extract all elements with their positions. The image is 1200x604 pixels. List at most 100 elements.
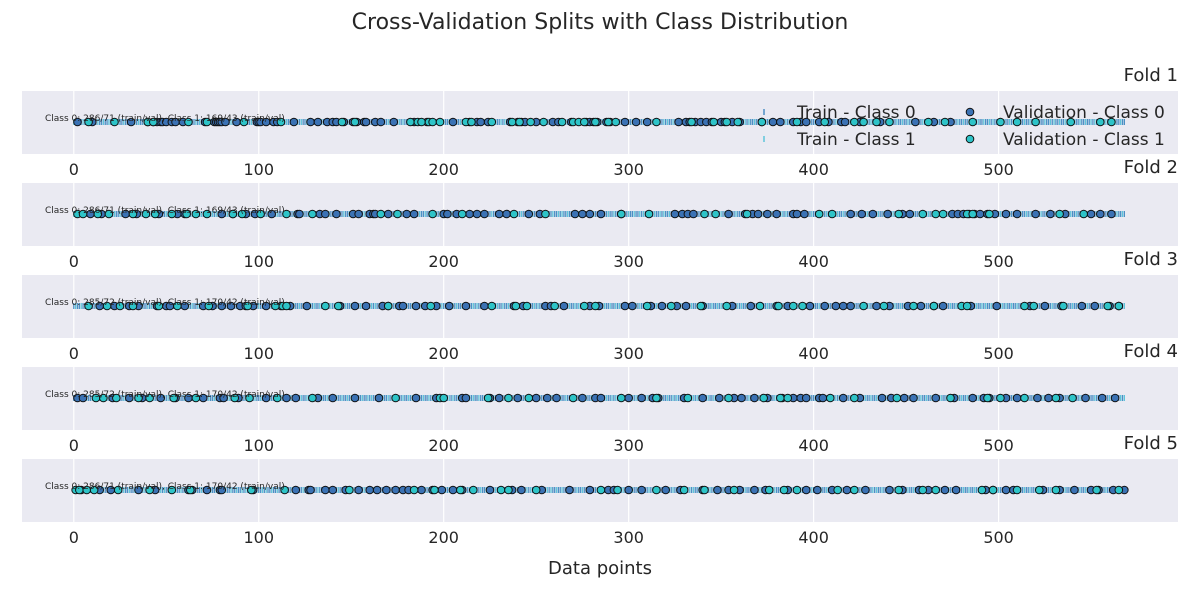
validation-class-1-point bbox=[428, 209, 437, 219]
validation-class-1-point bbox=[591, 301, 600, 311]
validation-class-1-point bbox=[918, 209, 928, 219]
validation-class-1-point bbox=[894, 209, 904, 219]
validation-class-1-point bbox=[783, 393, 793, 403]
validation-class-1-point bbox=[141, 209, 151, 219]
validation-class-1-point bbox=[112, 393, 121, 403]
validation-class-1-point bbox=[850, 393, 859, 403]
validation-class-0-point bbox=[361, 301, 371, 311]
validation-class-1-point bbox=[962, 301, 972, 311]
validation-class-1-point bbox=[613, 485, 622, 495]
validation-class-1-point bbox=[84, 117, 93, 127]
validation-class-0-point bbox=[596, 393, 606, 403]
legend-label: Validation - Class 1 bbox=[1003, 130, 1165, 150]
validation-class-0-point bbox=[302, 301, 312, 311]
validation-class-1-point bbox=[1059, 301, 1068, 311]
validation-class-0-point bbox=[846, 301, 855, 311]
validation-class-0-point bbox=[620, 117, 630, 127]
x-tick-label: 400 bbox=[798, 160, 829, 179]
validation-class-0-point bbox=[713, 485, 722, 495]
validation-class-1-point bbox=[531, 485, 541, 495]
validation-class-1-point bbox=[1107, 117, 1116, 127]
validation-class-0-point bbox=[289, 117, 299, 127]
validation-class-0-point bbox=[372, 485, 382, 495]
validation-class-1-point bbox=[383, 301, 393, 311]
x-tick-label: 200 bbox=[428, 252, 459, 271]
validation-class-1-point bbox=[376, 209, 386, 219]
validation-class-1-point bbox=[202, 209, 212, 219]
fold-annotation: Class 0: 285/72 (train/val), Class 1: 17… bbox=[45, 390, 285, 400]
validation-class-1-point bbox=[1012, 117, 1022, 127]
validation-class-0-point bbox=[992, 301, 1002, 311]
x-tick-label: 300 bbox=[613, 252, 644, 271]
validation-class-0-point bbox=[840, 117, 850, 127]
validation-class-1-point bbox=[1012, 485, 1022, 495]
validation-class-0-point bbox=[531, 393, 541, 403]
x-tick-label: 0 bbox=[69, 344, 79, 363]
validation-class-0-point bbox=[494, 209, 504, 219]
validation-class-1-point bbox=[524, 393, 534, 403]
validation-class-1-point bbox=[1114, 485, 1124, 495]
validation-class-0-point bbox=[332, 209, 341, 219]
fold-panel: Class 0: 286/71 (train/val), Class 1: 17… bbox=[22, 433, 1178, 547]
validation-class-0-point bbox=[1107, 209, 1116, 219]
validation-class-0-point bbox=[261, 301, 271, 311]
validation-class-0-point bbox=[938, 301, 948, 311]
validation-class-1-point bbox=[776, 393, 785, 403]
validation-class-1-point bbox=[469, 485, 478, 495]
validation-class-0-point bbox=[494, 393, 504, 403]
validation-class-0-point bbox=[517, 485, 526, 495]
validation-class-0-point bbox=[476, 117, 486, 127]
validation-class-0-point bbox=[461, 301, 471, 311]
validation-class-1-point bbox=[885, 117, 894, 127]
validation-class-0-point bbox=[624, 485, 633, 495]
validation-class-0-point bbox=[443, 209, 452, 219]
validation-class-0-point bbox=[792, 209, 802, 219]
validation-class-1-point bbox=[149, 117, 158, 127]
validation-class-1-point bbox=[644, 209, 654, 219]
validation-class-0-point bbox=[552, 393, 561, 403]
validation-class-0-point bbox=[714, 393, 724, 403]
validation-class-1-point bbox=[977, 485, 987, 495]
x-tick-label: 500 bbox=[983, 436, 1014, 455]
validation-class-1-point bbox=[426, 301, 436, 311]
validation-class-0-point bbox=[226, 301, 236, 311]
fold-panel: Class 0: 286/71 (train/val), Class 1: 16… bbox=[22, 157, 1178, 271]
validation-class-1-point bbox=[722, 301, 731, 311]
fold-title: Fold 2 bbox=[1124, 157, 1178, 178]
validation-class-0-point bbox=[872, 301, 881, 311]
fold-annotation: Class 0: 286/71 (train/val), Class 1: 16… bbox=[45, 206, 285, 216]
validation-class-0-point bbox=[411, 393, 421, 403]
validation-class-1-point bbox=[1020, 393, 1029, 403]
validation-class-1-point bbox=[504, 393, 513, 403]
validation-class-0-point bbox=[282, 393, 291, 403]
validation-class-0-point bbox=[328, 485, 338, 495]
validation-class-1-point bbox=[742, 209, 752, 219]
validation-class-1-point bbox=[729, 485, 739, 495]
validation-class-0-point bbox=[1044, 393, 1053, 403]
validation-class-0-point bbox=[219, 393, 228, 403]
x-tick-label: 0 bbox=[69, 160, 79, 179]
validation-class-1-point bbox=[515, 117, 524, 127]
validation-class-1-point bbox=[579, 301, 589, 311]
legend-label: Validation - Class 0 bbox=[1003, 103, 1165, 123]
validation-class-1-point bbox=[115, 301, 125, 311]
fold-title: Fold 5 bbox=[1124, 433, 1178, 454]
validation-class-0-point bbox=[820, 301, 830, 311]
validation-class-1-point bbox=[755, 301, 765, 311]
legend-entry: Validation - Class 0 bbox=[965, 103, 1165, 123]
validation-class-0-point bbox=[391, 485, 400, 495]
x-tick-label: 100 bbox=[243, 528, 274, 547]
validation-class-0-point bbox=[674, 117, 683, 127]
validation-class-1-point bbox=[1103, 301, 1113, 311]
fold-panel: Class 0: 285/72 (train/val), Class 1: 17… bbox=[22, 249, 1178, 363]
validation-class-1-point bbox=[487, 117, 497, 127]
validation-class-1-point bbox=[245, 393, 254, 403]
legend-validation-marker bbox=[965, 107, 975, 117]
validation-class-1-point bbox=[825, 393, 835, 403]
validation-class-1-point bbox=[827, 209, 837, 219]
validation-class-1-point bbox=[256, 209, 265, 219]
validation-class-1-point bbox=[467, 117, 476, 127]
validation-class-0-point bbox=[838, 393, 848, 403]
validation-class-0-point bbox=[217, 301, 227, 311]
validation-class-1-point bbox=[1068, 393, 1077, 403]
